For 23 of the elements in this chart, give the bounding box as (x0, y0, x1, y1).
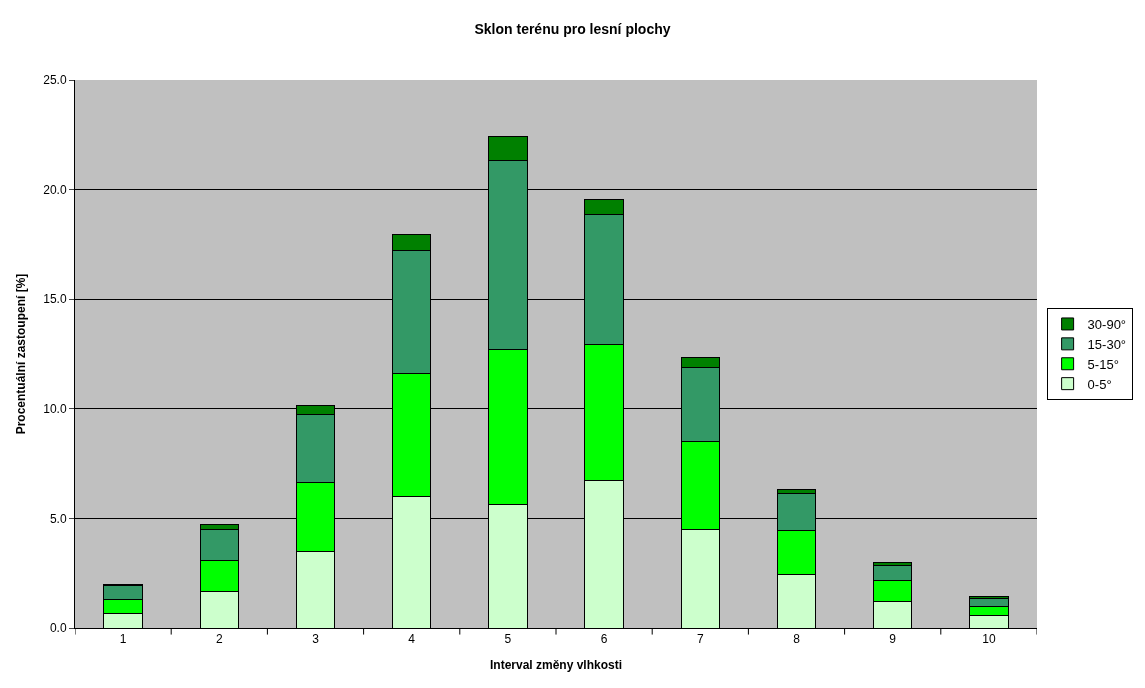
x-tick-label: 10 (982, 632, 996, 647)
y-tick-label: 0.0 (49, 621, 67, 636)
x-tick-label: 1 (119, 632, 127, 647)
legend-label: 5-15° (1087, 356, 1119, 372)
x-tick-label: 6 (600, 632, 608, 647)
y-tick-label: 20.0 (43, 182, 67, 197)
x-tick-label: 8 (793, 632, 801, 647)
x-axis-title: Interval změny vlhkosti (489, 658, 623, 673)
y-tick-label: 25.0 (43, 73, 67, 88)
x-tick-label: 4 (408, 632, 416, 647)
x-tick-label: 2 (215, 632, 223, 647)
x-tick-label: 9 (889, 632, 897, 647)
x-tick-label: 7 (696, 632, 704, 647)
x-tick-label: 3 (312, 632, 320, 647)
chart-title: Sklon terénu pro lesní plochy (474, 20, 671, 37)
legend-label: 0-5° (1087, 376, 1112, 392)
y-tick-label: 10.0 (43, 402, 67, 416)
y-tick-label: 15.0 (43, 292, 67, 307)
legend-label: 15-30° (1087, 336, 1127, 352)
x-tick-label: 5 (504, 632, 512, 647)
y-tick-label: 5.0 (49, 511, 67, 526)
y-axis-title: Procentuální zastoupení [%] (13, 273, 28, 435)
legend-label: 30-90° (1087, 317, 1127, 333)
